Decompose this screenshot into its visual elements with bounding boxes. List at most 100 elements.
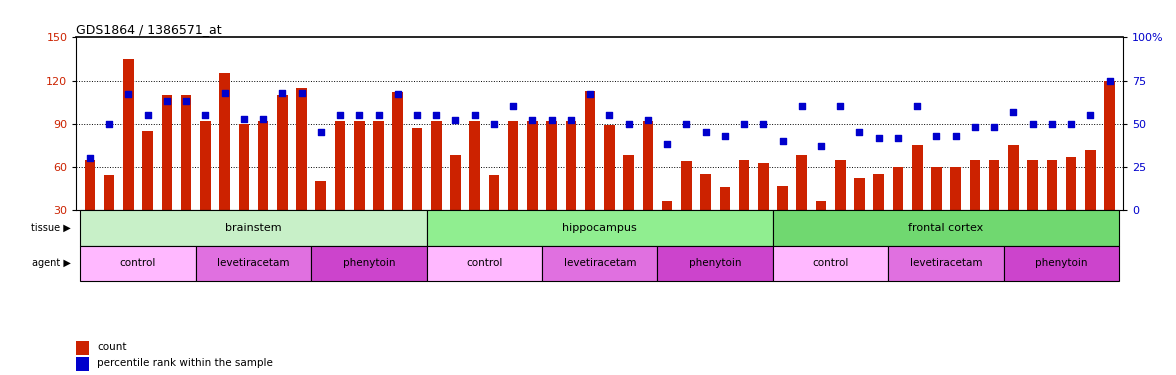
- Point: [196, 112, 215, 118]
- Bar: [412, 128, 422, 210]
- Point: [639, 117, 657, 123]
- Point: [273, 90, 292, 96]
- Text: control: control: [813, 258, 849, 268]
- Bar: [566, 121, 576, 210]
- Text: brainstem: brainstem: [225, 223, 282, 233]
- Point: [176, 98, 195, 104]
- Text: phenytoin: phenytoin: [689, 258, 741, 268]
- Point: [754, 121, 773, 127]
- Text: tissue ▶: tissue ▶: [31, 223, 71, 233]
- Point: [850, 129, 869, 135]
- Bar: [278, 95, 288, 210]
- Text: control: control: [466, 258, 502, 268]
- Bar: [604, 125, 615, 210]
- Point: [254, 116, 273, 122]
- Point: [715, 133, 734, 139]
- Bar: [720, 187, 730, 210]
- Bar: [542, 246, 657, 281]
- Bar: [1028, 160, 1038, 210]
- Bar: [739, 160, 749, 210]
- Bar: [854, 178, 864, 210]
- Point: [984, 124, 1003, 130]
- Bar: [773, 246, 888, 281]
- Bar: [657, 246, 773, 281]
- Bar: [681, 161, 691, 210]
- Bar: [76, 357, 89, 371]
- Bar: [219, 74, 229, 210]
- Point: [965, 124, 984, 130]
- Bar: [796, 155, 807, 210]
- Text: count: count: [98, 342, 127, 352]
- Bar: [373, 121, 383, 210]
- Point: [600, 112, 619, 118]
- Bar: [239, 124, 249, 210]
- Text: phenytoin: phenytoin: [1035, 258, 1088, 268]
- Point: [1062, 121, 1081, 127]
- Text: levetiracetam: levetiracetam: [910, 258, 982, 268]
- Bar: [584, 91, 595, 210]
- Point: [1081, 112, 1100, 118]
- Point: [100, 121, 119, 127]
- Text: hippocampus: hippocampus: [562, 223, 637, 233]
- Bar: [816, 201, 827, 210]
- Bar: [835, 160, 846, 210]
- Point: [158, 98, 176, 104]
- Bar: [1065, 157, 1076, 210]
- Bar: [1008, 145, 1018, 210]
- Point: [542, 117, 561, 123]
- Bar: [874, 174, 884, 210]
- Point: [793, 104, 811, 110]
- Point: [234, 116, 253, 122]
- Bar: [430, 121, 441, 210]
- Point: [735, 121, 754, 127]
- Bar: [931, 167, 942, 210]
- Point: [773, 138, 791, 144]
- Point: [292, 90, 310, 96]
- Point: [349, 112, 368, 118]
- Bar: [161, 95, 172, 210]
- Bar: [80, 246, 195, 281]
- Point: [889, 135, 908, 141]
- Bar: [195, 246, 312, 281]
- Point: [523, 117, 542, 123]
- Bar: [950, 167, 961, 210]
- Bar: [85, 160, 95, 210]
- Bar: [777, 186, 788, 210]
- Bar: [759, 163, 769, 210]
- Point: [139, 112, 158, 118]
- Point: [215, 90, 234, 96]
- Point: [696, 129, 715, 135]
- Bar: [662, 201, 673, 210]
- Text: frontal cortex: frontal cortex: [908, 223, 983, 233]
- Bar: [76, 341, 89, 356]
- Point: [466, 112, 485, 118]
- Bar: [1085, 150, 1096, 210]
- Bar: [354, 121, 365, 210]
- Point: [908, 104, 927, 110]
- Text: percentile rank within the sample: percentile rank within the sample: [98, 358, 273, 368]
- Bar: [547, 121, 557, 210]
- Point: [581, 92, 600, 98]
- Bar: [123, 59, 134, 210]
- Bar: [200, 121, 211, 210]
- Point: [427, 112, 446, 118]
- Point: [330, 112, 349, 118]
- Bar: [312, 246, 427, 281]
- Bar: [911, 145, 922, 210]
- Bar: [469, 121, 480, 210]
- Point: [408, 112, 427, 118]
- Point: [1042, 121, 1061, 127]
- Bar: [142, 131, 153, 210]
- Text: agent ▶: agent ▶: [32, 258, 71, 268]
- Bar: [450, 155, 461, 210]
- Bar: [296, 88, 307, 210]
- Point: [620, 121, 639, 127]
- Point: [927, 133, 946, 139]
- Point: [503, 104, 522, 110]
- Bar: [335, 121, 346, 210]
- Text: control: control: [120, 258, 156, 268]
- Bar: [1047, 160, 1057, 210]
- Bar: [773, 210, 1120, 246]
- Bar: [393, 92, 403, 210]
- Bar: [893, 167, 903, 210]
